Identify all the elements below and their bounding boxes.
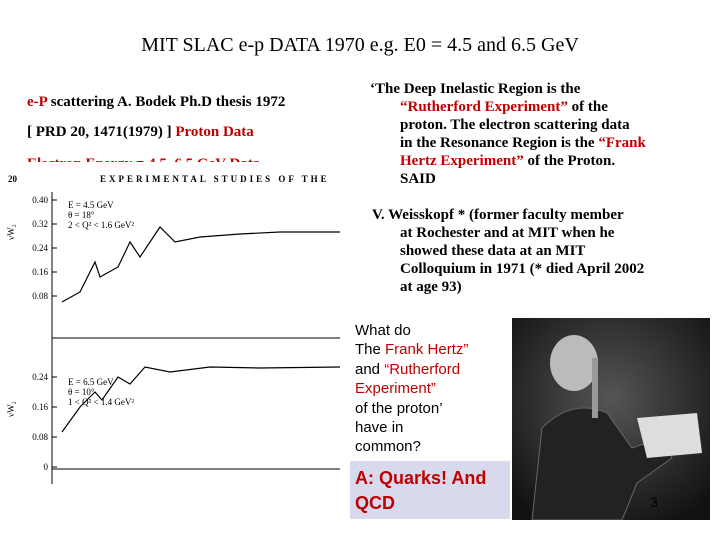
- question-text: common?: [355, 438, 421, 455]
- answer-line: QCD: [355, 493, 395, 513]
- answer-box: A: Quarks! And QCD: [350, 461, 510, 519]
- y-tick-label: 0: [44, 462, 49, 472]
- citation-line: Electron Energy = 4.5, 6.5 GeV Data: [27, 150, 260, 162]
- citation-text: [ PRD 20, 1471(1979) ]: [27, 124, 176, 140]
- question-text: and: [355, 361, 385, 378]
- quote-text: ‘The Deep Inelastic Region is the: [370, 81, 581, 97]
- question-line: What do: [355, 322, 411, 339]
- panel-label: θ = 10°: [68, 387, 95, 397]
- quote-text: of the: [567, 99, 608, 115]
- quote-text: “Rutherford Experiment”: [400, 99, 568, 115]
- quote-line: SAID: [400, 170, 436, 188]
- attribution-line: showed these data at an MIT: [400, 243, 586, 259]
- y-tick-label: 0.24: [32, 372, 48, 382]
- quote-line: Hertz Experiment” of the Proton.: [400, 152, 615, 170]
- scan-curve: [61, 226, 340, 303]
- y-tick-label: 0.08: [32, 432, 48, 442]
- question-text: What do: [355, 322, 411, 339]
- question-line: common?: [355, 438, 421, 455]
- quote-line: in the Resonance Region is the “Frank: [400, 134, 646, 152]
- question-line: Experiment”: [355, 380, 436, 397]
- attribution-line: at age 93): [400, 279, 462, 295]
- y-tick-label: 0.16: [32, 402, 48, 412]
- question-line: and “Rutherford: [355, 361, 460, 378]
- y-tick-label: 0.32: [32, 219, 48, 229]
- y-tick-label: 0.24: [32, 243, 48, 253]
- figure-background: [0, 162, 350, 492]
- y-axis-label: νW₂: [6, 224, 16, 240]
- photo: [512, 318, 710, 520]
- quote-text: “Frank: [598, 135, 646, 151]
- page-number: 20: [8, 174, 18, 184]
- panel-label: θ = 18°: [68, 210, 95, 220]
- question-text: “Rutherford: [384, 361, 461, 378]
- question-line: The Frank Hertz”: [355, 341, 468, 358]
- quote-line: ‘The Deep Inelastic Region is the: [370, 80, 580, 98]
- answer-line: A: Quarks! And: [355, 468, 487, 488]
- quote-text: proton. The electron scattering data: [400, 117, 630, 133]
- question-text: of the proton’: [355, 400, 443, 417]
- question-text: The: [355, 341, 386, 358]
- attribution-line: at Rochester and at MIT when he: [400, 225, 615, 241]
- question-line: have in: [355, 419, 403, 436]
- quote-text: Hertz Experiment”: [400, 153, 524, 169]
- citation-line: [ PRD 20, 1471(1979) ] Proton Data: [27, 124, 254, 141]
- y-tick-label: 0.40: [32, 195, 48, 205]
- attribution-line: V. Weisskopf * (former faculty member: [372, 207, 624, 223]
- question-text: Frank Hertz”: [385, 341, 469, 358]
- citation-text: Proton Data: [175, 124, 254, 140]
- citation-text: e-P: [27, 94, 47, 110]
- quote-text: SAID: [400, 171, 436, 187]
- panel-label: 2 < Q² < 1.6 GeV²: [68, 220, 134, 230]
- slide-title: MIT SLAC e-p DATA 1970 e.g. E0 = 4.5 and…: [141, 34, 579, 56]
- citation-text: scattering A. Bodek Ph.D thesis 1972: [47, 94, 286, 110]
- panel-label: 1 < Q² < 1.4 GeV²: [68, 397, 134, 407]
- page-number: 3: [650, 494, 658, 510]
- quote-text: in the Resonance Region is the: [400, 135, 599, 151]
- y-tick-label: 0.08: [32, 291, 48, 301]
- figure-header: EXPERIMENTAL STUDIES OF THE: [100, 174, 330, 184]
- question-line: of the proton’: [355, 400, 443, 417]
- scanned-figure: 20 EXPERIMENTAL STUDIES OF THE 0.40 0.32 0.2…: [0, 162, 350, 492]
- y-axis-label: νW₂: [6, 401, 16, 417]
- question-text: have in: [355, 419, 404, 436]
- quote-line: “Rutherford Experiment” of the: [400, 98, 608, 116]
- scan-curve: [61, 366, 341, 433]
- attribution-line: Colloquium in 1971 (* died April 2002: [400, 261, 645, 277]
- panel-label: E = 6.5 GeV: [68, 377, 114, 387]
- citation-line: e-P scattering A. Bodek Ph.D thesis 1972: [27, 94, 285, 111]
- question-text: Experiment”: [355, 380, 436, 397]
- quote-line: proton. The electron scattering data: [400, 116, 630, 134]
- panel-label: E = 4.5 GeV: [68, 200, 114, 210]
- quote-text: of the Proton.: [523, 153, 616, 169]
- y-tick-label: 0.16: [32, 267, 48, 277]
